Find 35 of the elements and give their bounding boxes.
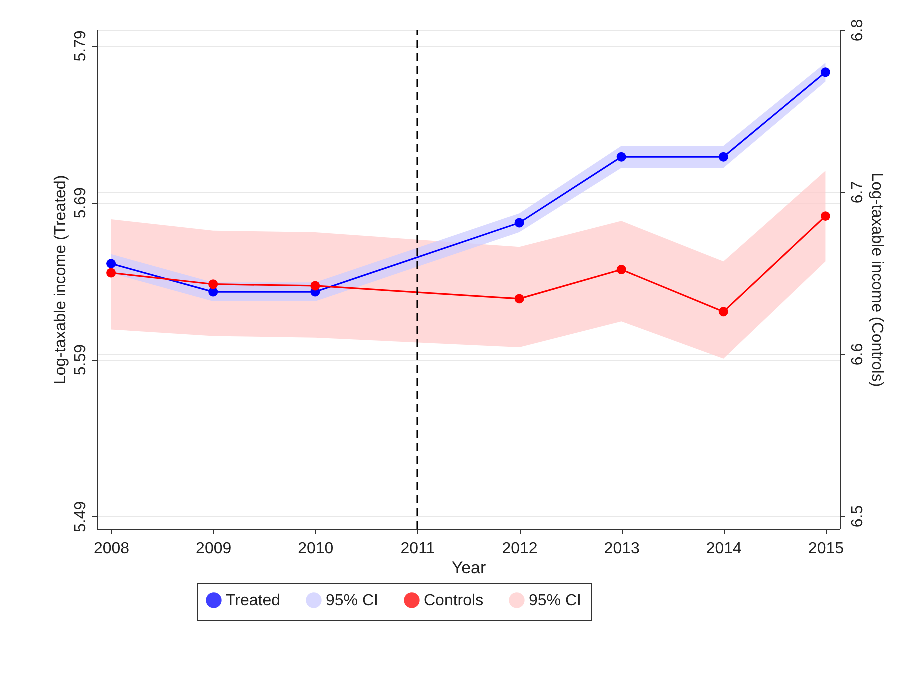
x-tick-label: 2012: [502, 540, 538, 558]
legend-label: Treated: [226, 592, 281, 610]
y2-tick-label: 6.8: [850, 19, 866, 42]
x-tick-label: 2011: [400, 540, 436, 558]
y-tick-label: 5.69: [72, 187, 90, 219]
y-tick-label: 5.59: [72, 344, 90, 376]
y2-tick-label: 6.7: [850, 181, 866, 204]
point: [718, 152, 728, 162]
point: [514, 294, 524, 304]
point: [820, 212, 830, 222]
y2-tick-label: 6.6: [850, 343, 866, 366]
y-tick-label: 5.79: [72, 30, 90, 62]
y-axis-title: Log-taxable income (Treated): [52, 175, 70, 385]
y-tick-label: 5.49: [72, 501, 90, 533]
point: [208, 280, 218, 290]
x-tick-label: 2009: [196, 540, 232, 558]
y2-tick-label: 6.5: [850, 505, 866, 528]
point: [616, 152, 626, 162]
point: [820, 68, 830, 78]
point: [106, 259, 116, 269]
text: 95% CI: [326, 592, 378, 610]
text: 95% CI: [529, 592, 582, 610]
point: [616, 265, 626, 275]
point: [106, 268, 116, 278]
point: [310, 281, 320, 291]
x-tick-label: 2014: [706, 540, 742, 558]
x-tick-label: 2013: [604, 540, 640, 558]
x-tick-label: 2015: [808, 540, 844, 558]
legend-label: Controls: [424, 592, 484, 610]
point: [718, 307, 728, 317]
point: [514, 218, 524, 228]
x-axis-title: Year: [452, 558, 487, 578]
x-tick-label: 2008: [94, 540, 130, 558]
y2-axis-title: Log-taxable income (Controls): [868, 172, 886, 388]
x-tick-label: 2010: [298, 540, 334, 558]
